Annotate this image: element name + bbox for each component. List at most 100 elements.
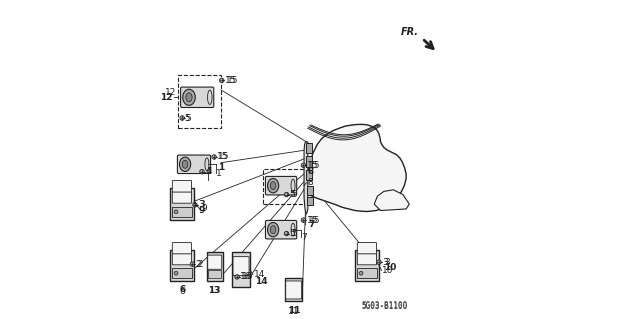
Text: 7: 7	[308, 220, 314, 229]
Text: 12: 12	[160, 93, 173, 102]
Ellipse shape	[186, 93, 192, 102]
Circle shape	[174, 210, 178, 214]
Text: 4: 4	[205, 167, 211, 176]
Text: 5: 5	[184, 114, 189, 122]
Text: 5G03-B1100: 5G03-B1100	[362, 302, 408, 311]
Circle shape	[301, 218, 306, 222]
Text: 11: 11	[287, 306, 300, 315]
Text: 16: 16	[242, 272, 253, 281]
Text: 15: 15	[307, 161, 318, 170]
Bar	[170, 250, 194, 281]
Text: 14: 14	[253, 270, 265, 279]
Text: 15: 15	[309, 216, 321, 225]
Text: 5: 5	[290, 229, 296, 238]
Text: 3: 3	[200, 200, 205, 209]
Ellipse shape	[179, 157, 191, 172]
Circle shape	[190, 262, 195, 266]
FancyBboxPatch shape	[172, 181, 191, 192]
Bar	[355, 250, 379, 281]
Text: 3: 3	[198, 200, 204, 209]
Ellipse shape	[207, 90, 212, 104]
Text: 3: 3	[384, 258, 390, 267]
Text: 1: 1	[218, 163, 224, 172]
Circle shape	[284, 192, 289, 197]
Circle shape	[200, 169, 204, 174]
Circle shape	[180, 116, 184, 120]
Bar	[306, 156, 312, 167]
Text: 6: 6	[179, 285, 186, 293]
Text: 16: 16	[240, 272, 252, 281]
Bar	[306, 170, 312, 180]
Text: 15: 15	[225, 76, 236, 85]
Bar	[209, 271, 221, 278]
Bar	[307, 197, 313, 205]
FancyBboxPatch shape	[357, 254, 376, 265]
Circle shape	[301, 163, 306, 167]
Text: 2: 2	[197, 260, 203, 269]
Text: 7: 7	[301, 233, 307, 242]
Circle shape	[220, 78, 224, 83]
Ellipse shape	[205, 158, 209, 171]
Ellipse shape	[268, 179, 278, 193]
Text: 5: 5	[290, 190, 296, 199]
Bar	[307, 186, 313, 195]
FancyBboxPatch shape	[177, 155, 211, 174]
Circle shape	[193, 203, 197, 207]
Text: 4: 4	[207, 167, 212, 176]
Text: 13: 13	[209, 286, 221, 295]
Text: 9: 9	[198, 206, 205, 215]
FancyBboxPatch shape	[208, 255, 221, 269]
Text: 15: 15	[218, 152, 229, 161]
Bar	[262, 169, 304, 204]
Text: 8: 8	[308, 167, 314, 176]
Text: 6: 6	[179, 287, 185, 296]
Bar	[172, 207, 192, 217]
Text: 15: 15	[227, 76, 238, 85]
Bar	[285, 278, 303, 301]
Circle shape	[377, 260, 381, 264]
Text: 14: 14	[255, 277, 268, 286]
Text: 9: 9	[201, 204, 207, 213]
Circle shape	[235, 275, 239, 279]
Text: 13: 13	[209, 286, 220, 295]
Bar	[357, 268, 377, 278]
Bar	[170, 188, 194, 220]
Ellipse shape	[270, 226, 276, 234]
Ellipse shape	[182, 160, 188, 168]
Text: 10: 10	[384, 263, 396, 272]
Text: 15: 15	[307, 216, 318, 225]
Bar	[232, 252, 250, 287]
Text: 10: 10	[382, 266, 394, 275]
Text: FR.: FR.	[401, 27, 419, 37]
Ellipse shape	[291, 223, 295, 236]
FancyBboxPatch shape	[172, 242, 191, 254]
Bar	[207, 252, 223, 281]
Text: 15: 15	[218, 152, 228, 161]
Circle shape	[212, 155, 216, 159]
Ellipse shape	[291, 179, 295, 192]
Circle shape	[359, 271, 363, 275]
Text: 15: 15	[309, 161, 321, 170]
Bar	[172, 268, 192, 278]
Text: 5: 5	[291, 229, 297, 238]
Ellipse shape	[183, 89, 195, 105]
FancyBboxPatch shape	[266, 220, 297, 239]
Circle shape	[174, 271, 178, 275]
FancyBboxPatch shape	[285, 281, 301, 299]
FancyBboxPatch shape	[180, 87, 214, 108]
Polygon shape	[307, 124, 406, 211]
Text: 1: 1	[216, 169, 222, 178]
Text: 5: 5	[291, 190, 297, 199]
FancyBboxPatch shape	[172, 192, 191, 203]
Text: 11: 11	[288, 307, 300, 316]
FancyBboxPatch shape	[172, 254, 191, 265]
FancyBboxPatch shape	[233, 256, 249, 275]
Text: 8: 8	[307, 178, 313, 187]
FancyBboxPatch shape	[266, 176, 297, 195]
Circle shape	[284, 231, 289, 236]
Text: 5: 5	[186, 114, 191, 122]
Text: 3: 3	[382, 258, 388, 267]
Ellipse shape	[268, 223, 278, 237]
Text: 12: 12	[165, 88, 177, 97]
Bar	[306, 143, 312, 153]
